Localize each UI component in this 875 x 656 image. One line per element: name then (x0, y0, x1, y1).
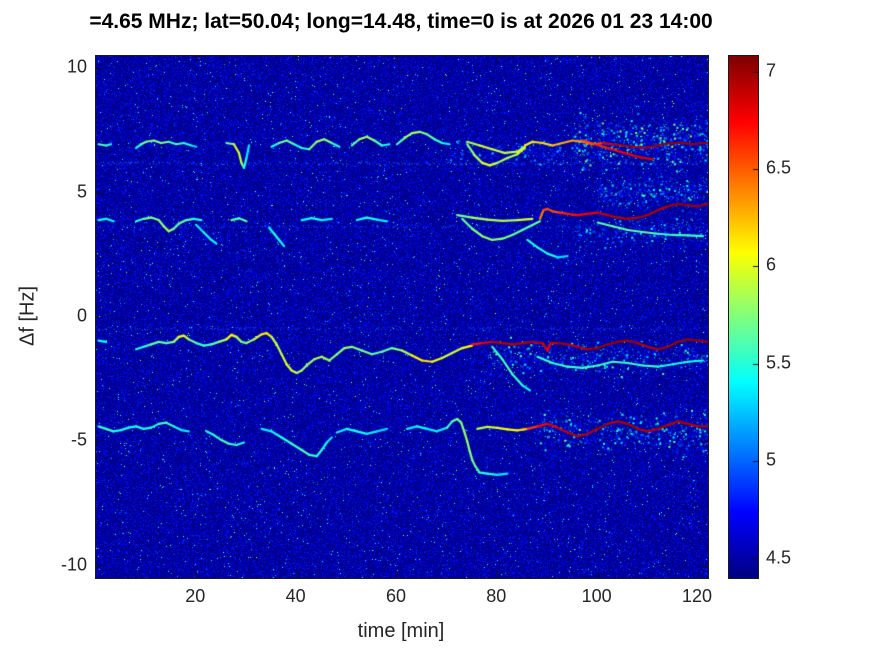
x-axis-label: time [min] (357, 620, 445, 642)
y-axis-label: Δf [Hz] (16, 285, 39, 347)
colorbar-tick-label: 4.5 (766, 547, 792, 568)
y-tick-label: -5 (70, 429, 87, 450)
colorbar-canvas (729, 56, 758, 578)
x-tick-label: 40 (285, 586, 306, 606)
x-tick-label: 100 (581, 586, 612, 606)
colorbar-tick-label: 6.5 (766, 157, 792, 178)
colorbar (728, 55, 759, 579)
x-tick-label: 60 (385, 586, 406, 606)
plot-area (95, 55, 709, 579)
y-tick-label: 10 (66, 56, 87, 77)
spectrogram-canvas (96, 56, 708, 578)
y-tick-label: 5 (76, 181, 87, 202)
colorbar-tick-label: 7 (766, 60, 777, 81)
x-tick-label: 20 (185, 586, 206, 606)
colorbar-tick-label: 5 (766, 449, 777, 470)
x-tick-label: 80 (486, 586, 507, 606)
y-tick-label: -10 (60, 554, 87, 575)
x-tick-label: 120 (681, 586, 712, 606)
colorbar-tick-label: 6 (766, 254, 777, 275)
plot-title: =4.65 MHz; lat=50.04; long=14.48, time=0… (89, 10, 713, 33)
colorbar-tick-label: 5.5 (766, 352, 792, 373)
y-tick-label: 0 (76, 305, 87, 326)
